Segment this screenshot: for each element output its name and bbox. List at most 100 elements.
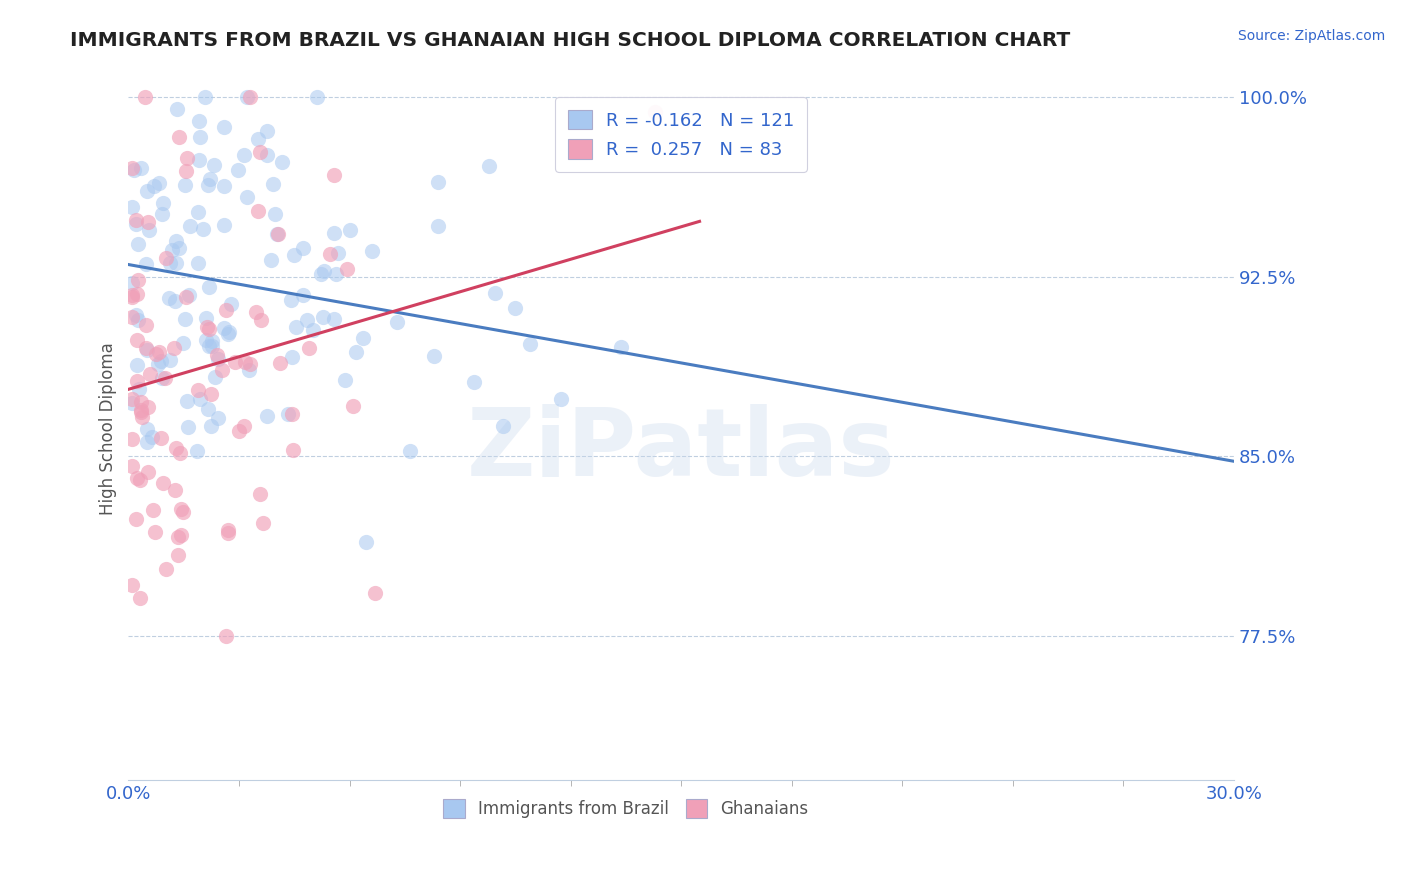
Y-axis label: High School Diploma: High School Diploma	[100, 343, 117, 516]
Point	[131, 405, 153, 419]
Point	[141, 429, 163, 443]
Point	[197, 178, 219, 193]
Point	[312, 310, 335, 325]
Point	[281, 443, 304, 458]
Point	[191, 222, 214, 236]
Point	[197, 280, 219, 294]
Point	[169, 445, 191, 459]
Point	[165, 442, 187, 456]
Point	[249, 145, 271, 159]
Point	[423, 349, 446, 363]
Point	[344, 344, 367, 359]
Point	[336, 261, 359, 276]
Point	[125, 374, 148, 388]
Point	[127, 273, 149, 287]
Point	[136, 401, 159, 415]
Point	[121, 310, 143, 324]
Point	[197, 320, 219, 334]
Point	[176, 394, 198, 409]
Point	[291, 288, 314, 302]
Point	[204, 369, 226, 384]
Point	[167, 240, 190, 254]
Point	[202, 158, 225, 172]
Point	[207, 351, 229, 366]
Point	[165, 235, 187, 249]
Point	[155, 562, 177, 576]
Point	[217, 525, 239, 540]
Point	[319, 246, 342, 260]
Point	[399, 444, 422, 458]
Point	[491, 418, 513, 433]
Point	[174, 178, 197, 193]
Point	[162, 243, 184, 257]
Point	[322, 169, 344, 183]
Point	[143, 179, 166, 194]
Point	[187, 205, 209, 219]
Point	[173, 311, 195, 326]
Point	[256, 409, 278, 423]
Point	[463, 376, 485, 390]
Point	[277, 407, 299, 421]
Point	[172, 505, 194, 519]
Point	[125, 213, 148, 227]
Point	[163, 293, 186, 308]
Point	[187, 153, 209, 168]
Point	[609, 340, 631, 354]
Point	[159, 256, 181, 270]
Point	[235, 189, 257, 203]
Point	[333, 373, 356, 387]
Point	[136, 185, 159, 199]
Point	[217, 523, 239, 537]
Point	[328, 246, 350, 260]
Point	[281, 350, 304, 364]
Point	[264, 207, 287, 221]
Point	[129, 395, 152, 409]
Point	[179, 219, 201, 234]
Point	[174, 164, 197, 178]
Point	[195, 311, 218, 326]
Point	[152, 475, 174, 490]
Point	[124, 512, 146, 526]
Point	[262, 178, 284, 192]
Point	[129, 591, 152, 605]
Point	[125, 333, 148, 347]
Point	[256, 147, 278, 161]
Point	[312, 264, 335, 278]
Point	[125, 287, 148, 301]
Point	[212, 120, 235, 135]
Point	[214, 178, 236, 193]
Point	[197, 401, 219, 416]
Point	[236, 89, 259, 103]
Point	[644, 105, 666, 120]
Point	[224, 355, 246, 369]
Point	[200, 387, 222, 401]
Point	[239, 89, 262, 103]
Point	[269, 356, 291, 370]
Point	[124, 308, 146, 322]
Point	[271, 154, 294, 169]
Point	[121, 161, 143, 175]
Point	[170, 501, 193, 516]
Point	[194, 89, 217, 103]
Point	[215, 628, 238, 642]
Point	[125, 471, 148, 485]
Point	[427, 175, 450, 189]
Point	[354, 535, 377, 549]
Point	[187, 256, 209, 270]
Point	[200, 419, 222, 434]
Point	[387, 315, 409, 329]
Point	[245, 305, 267, 319]
Point	[323, 311, 346, 326]
Point	[139, 367, 162, 381]
Point	[150, 354, 173, 368]
Point	[352, 331, 374, 345]
Point	[211, 363, 233, 377]
Point	[131, 403, 153, 417]
Point	[233, 419, 256, 434]
Point	[195, 333, 218, 347]
Point	[128, 382, 150, 396]
Point	[135, 318, 157, 332]
Point	[212, 321, 235, 335]
Point	[190, 130, 212, 145]
Point	[267, 227, 290, 241]
